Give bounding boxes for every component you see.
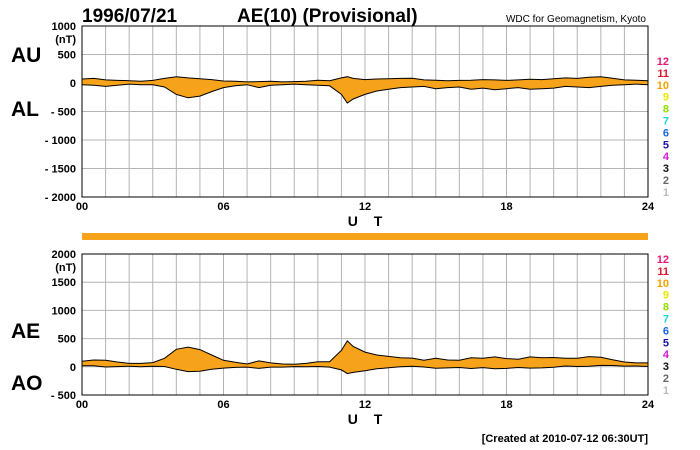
unit-label: (nT) xyxy=(55,34,76,46)
station-number: 5 xyxy=(663,139,669,151)
x-axis-label: U T xyxy=(348,213,389,229)
unit-label: (nT) xyxy=(55,262,76,274)
x-tick-label: 24 xyxy=(642,399,655,411)
station-number: 3 xyxy=(663,361,669,373)
x-tick-label: 06 xyxy=(217,399,229,411)
y-tick-label: - 1000 xyxy=(45,135,76,147)
station-number: 5 xyxy=(663,337,669,349)
station-number: 4 xyxy=(663,151,670,163)
series-line-au xyxy=(81,76,649,83)
series-line-al xyxy=(81,83,649,104)
station-number: 11 xyxy=(657,68,669,80)
x-tick-label: 24 xyxy=(642,201,655,213)
station-number: 11 xyxy=(657,266,669,278)
station-number: 2 xyxy=(663,175,669,187)
y-tick-label: 0 xyxy=(70,362,76,374)
station-number: 10 xyxy=(657,278,669,290)
station-number: 7 xyxy=(663,116,669,128)
y-tick-label: 1000 xyxy=(52,21,76,33)
grid xyxy=(82,254,648,395)
x-tick-label: 06 xyxy=(217,201,229,213)
figure-date: 1996/07/21 xyxy=(82,6,178,27)
station-number: 7 xyxy=(663,314,669,326)
y-tick-label: 500 xyxy=(58,334,76,346)
x-tick-label: 18 xyxy=(500,399,512,411)
y-tick-label: 1000 xyxy=(52,305,76,317)
station-number: 8 xyxy=(663,302,669,314)
station-number: 9 xyxy=(663,290,669,302)
station-number: 1 xyxy=(663,187,669,199)
station-number: 2 xyxy=(663,373,669,385)
x-tick-label: 18 xyxy=(500,201,512,213)
station-number: 6 xyxy=(663,325,669,337)
x-tick-label: 00 xyxy=(76,201,88,213)
y-tick-label: 500 xyxy=(58,50,76,62)
station-number: 1 xyxy=(663,385,669,397)
station-number: 3 xyxy=(663,163,669,175)
y-tick-label: - 1500 xyxy=(45,164,76,176)
series-label-ae: AE xyxy=(11,320,40,343)
station-number: 8 xyxy=(663,104,669,116)
station-number: 4 xyxy=(663,349,670,361)
band-fill xyxy=(82,76,648,103)
series-label-al: AL xyxy=(11,98,39,121)
ae-ao-panel: 2000 1500 1000 500 0 - 500 (nT) 00 06 12 18 24 U T AE… xyxy=(11,249,655,427)
y-tick-label: 2000 xyxy=(52,249,76,261)
station-number: 12 xyxy=(657,56,669,68)
x-tick-label: 00 xyxy=(76,399,88,411)
station-number: 10 xyxy=(657,80,669,92)
plot-frame xyxy=(81,253,649,396)
source-label: WDC for Geomagnetism, Kyoto xyxy=(506,14,646,25)
series-line-ao xyxy=(82,364,649,375)
grid xyxy=(82,26,648,197)
plot-frame xyxy=(81,25,649,198)
band-fill xyxy=(82,340,648,374)
data-quality-bar xyxy=(82,233,648,240)
series-label-au: AU xyxy=(11,44,41,67)
y-tick-label: - 500 xyxy=(51,107,76,119)
au-al-panel: 1000 500 0 - 500 - 1000 - 1500 - 2000 (nT) 00 06 1… xyxy=(11,21,655,229)
y-tick-label: 0 xyxy=(70,78,76,90)
y-tick-label: 1500 xyxy=(52,277,76,289)
station-number: 12 xyxy=(657,254,669,266)
x-axis-label: U T xyxy=(348,411,389,427)
y-tick-label: - 2000 xyxy=(45,192,76,204)
station-number: 9 xyxy=(663,92,669,104)
series-label-ao: AO xyxy=(11,372,43,395)
x-tick-label: 12 xyxy=(359,399,371,411)
x-tick-label: 12 xyxy=(359,201,371,213)
y-tick-label: - 500 xyxy=(51,390,76,402)
series-line-ae xyxy=(81,340,648,365)
created-timestamp: [Created at 2010-07-12 06:30UT] xyxy=(482,433,649,445)
figure-title: AE(10) (Provisional) xyxy=(237,6,418,27)
station-number: 6 xyxy=(663,127,669,139)
